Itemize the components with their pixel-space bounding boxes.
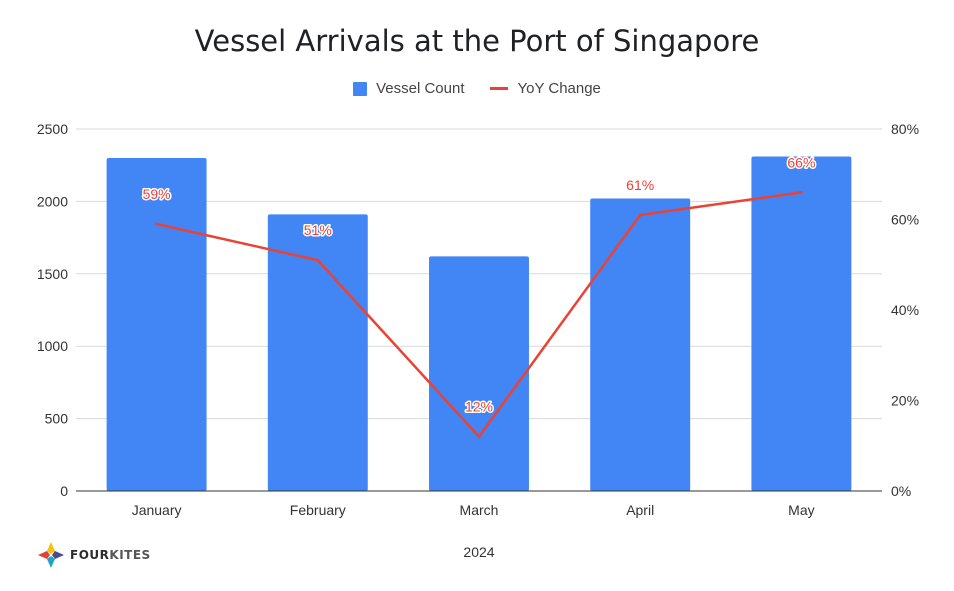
- legend-label-bar: Vessel Count: [376, 80, 465, 97]
- fourkites-logo-text: FOURKITES: [70, 548, 151, 562]
- legend-entry-line[interactable]: YoY Change: [490, 80, 601, 97]
- line-point: [799, 190, 803, 194]
- legend: Vessel Count YoY Change: [0, 80, 954, 97]
- y-left-tick-label: 1000: [37, 338, 68, 354]
- legend-label-line: YoY Change: [517, 80, 601, 97]
- label-layer: 59% 51% 12% 61% 66%: [141, 153, 817, 416]
- fourkites-logo-icon: [38, 542, 64, 568]
- y-left-tick-label: 0: [60, 483, 68, 499]
- bar: [751, 156, 852, 491]
- x-tick-label: March: [460, 502, 499, 518]
- x-tick-label: February: [290, 502, 346, 518]
- line-segment: [638, 191, 803, 217]
- axis-layer: 0 500 1000 1500 2000 2500 0% 20% 40% 60% 80% Januar…: [37, 121, 919, 518]
- x-tick-label: January: [132, 502, 182, 518]
- y-left-tick-label: 500: [45, 411, 69, 427]
- line-point: [477, 435, 481, 439]
- data-label: 12%: [465, 399, 493, 415]
- x-tick-label: April: [626, 502, 654, 518]
- x-axis-title: 2024: [463, 544, 494, 560]
- bar: [590, 198, 691, 491]
- y-right-tick-label: 60%: [891, 212, 919, 228]
- data-label: 51%: [304, 222, 332, 238]
- line-segment: [316, 258, 481, 438]
- data-label: 61%: [626, 177, 654, 193]
- line-point: [638, 213, 642, 217]
- bar: [429, 256, 529, 491]
- data-label: 59%: [143, 186, 171, 202]
- fourkites-logo: FOURKITES: [36, 540, 151, 570]
- line-point: [316, 258, 320, 262]
- bar: [106, 157, 207, 491]
- y-right-tick-label: 0%: [891, 483, 911, 499]
- legend-swatch-bar: [353, 81, 368, 96]
- y-left-tick-label: 2500: [37, 121, 68, 137]
- bar-layer: [106, 156, 852, 491]
- y-right-tick-label: 40%: [891, 302, 919, 318]
- y-right-tick-label: 80%: [891, 121, 919, 137]
- line-point: [155, 222, 159, 226]
- line-segment: [155, 222, 320, 262]
- y-left-tick-label: 1500: [37, 266, 68, 282]
- legend-swatch-line: [490, 87, 509, 90]
- line-segment: [477, 213, 642, 438]
- data-label: 66%: [787, 154, 815, 170]
- y-right-tick-label: 20%: [891, 393, 919, 409]
- chart-title: Vessel Arrivals at the Port of Singapore: [194, 24, 760, 58]
- legend-entry-bar[interactable]: Vessel Count: [353, 80, 464, 97]
- x-tick-label: May: [788, 502, 814, 518]
- y-left-tick-label: 2000: [37, 193, 68, 209]
- bar: [267, 214, 368, 491]
- line-layer: [155, 190, 803, 439]
